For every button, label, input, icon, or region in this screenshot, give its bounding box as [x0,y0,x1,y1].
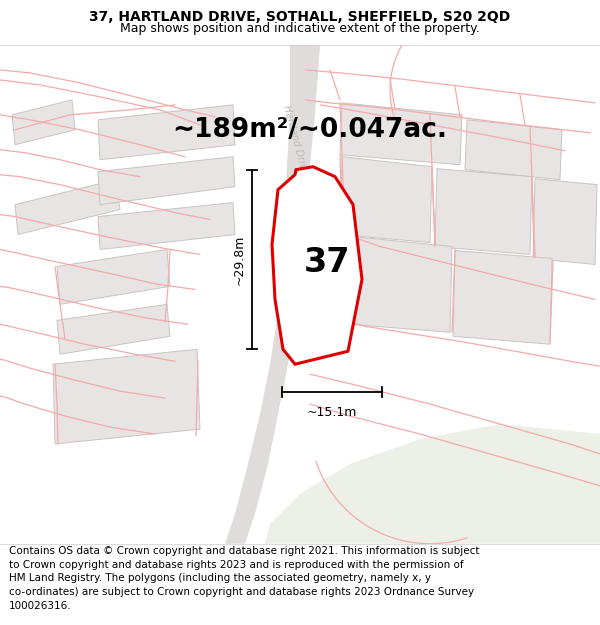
Polygon shape [350,236,452,332]
Polygon shape [57,304,170,354]
Polygon shape [272,167,362,364]
Polygon shape [53,349,200,444]
Text: Hartland Drive: Hartland Drive [281,104,309,176]
Text: ~189m²/~0.047ac.: ~189m²/~0.047ac. [173,117,448,142]
Polygon shape [98,105,235,160]
Text: ~15.1m: ~15.1m [307,406,357,419]
Polygon shape [435,169,532,254]
Polygon shape [12,100,75,145]
Polygon shape [340,103,462,165]
Polygon shape [465,120,562,179]
Text: 37, HARTLAND DRIVE, SOTHALL, SHEFFIELD, S20 2QD: 37, HARTLAND DRIVE, SOTHALL, SHEFFIELD, … [89,10,511,24]
Polygon shape [57,249,170,304]
Polygon shape [453,251,552,344]
Polygon shape [225,45,320,544]
Text: Map shows position and indicative extent of the property.: Map shows position and indicative extent… [120,22,480,35]
Polygon shape [265,424,600,544]
Text: 37: 37 [304,246,350,279]
Polygon shape [340,157,432,242]
Polygon shape [98,202,235,249]
Polygon shape [98,157,235,204]
Polygon shape [15,179,120,234]
Text: ~29.8m: ~29.8m [233,234,245,284]
Text: Contains OS data © Crown copyright and database right 2021. This information is : Contains OS data © Crown copyright and d… [9,546,479,611]
Polygon shape [533,179,597,264]
